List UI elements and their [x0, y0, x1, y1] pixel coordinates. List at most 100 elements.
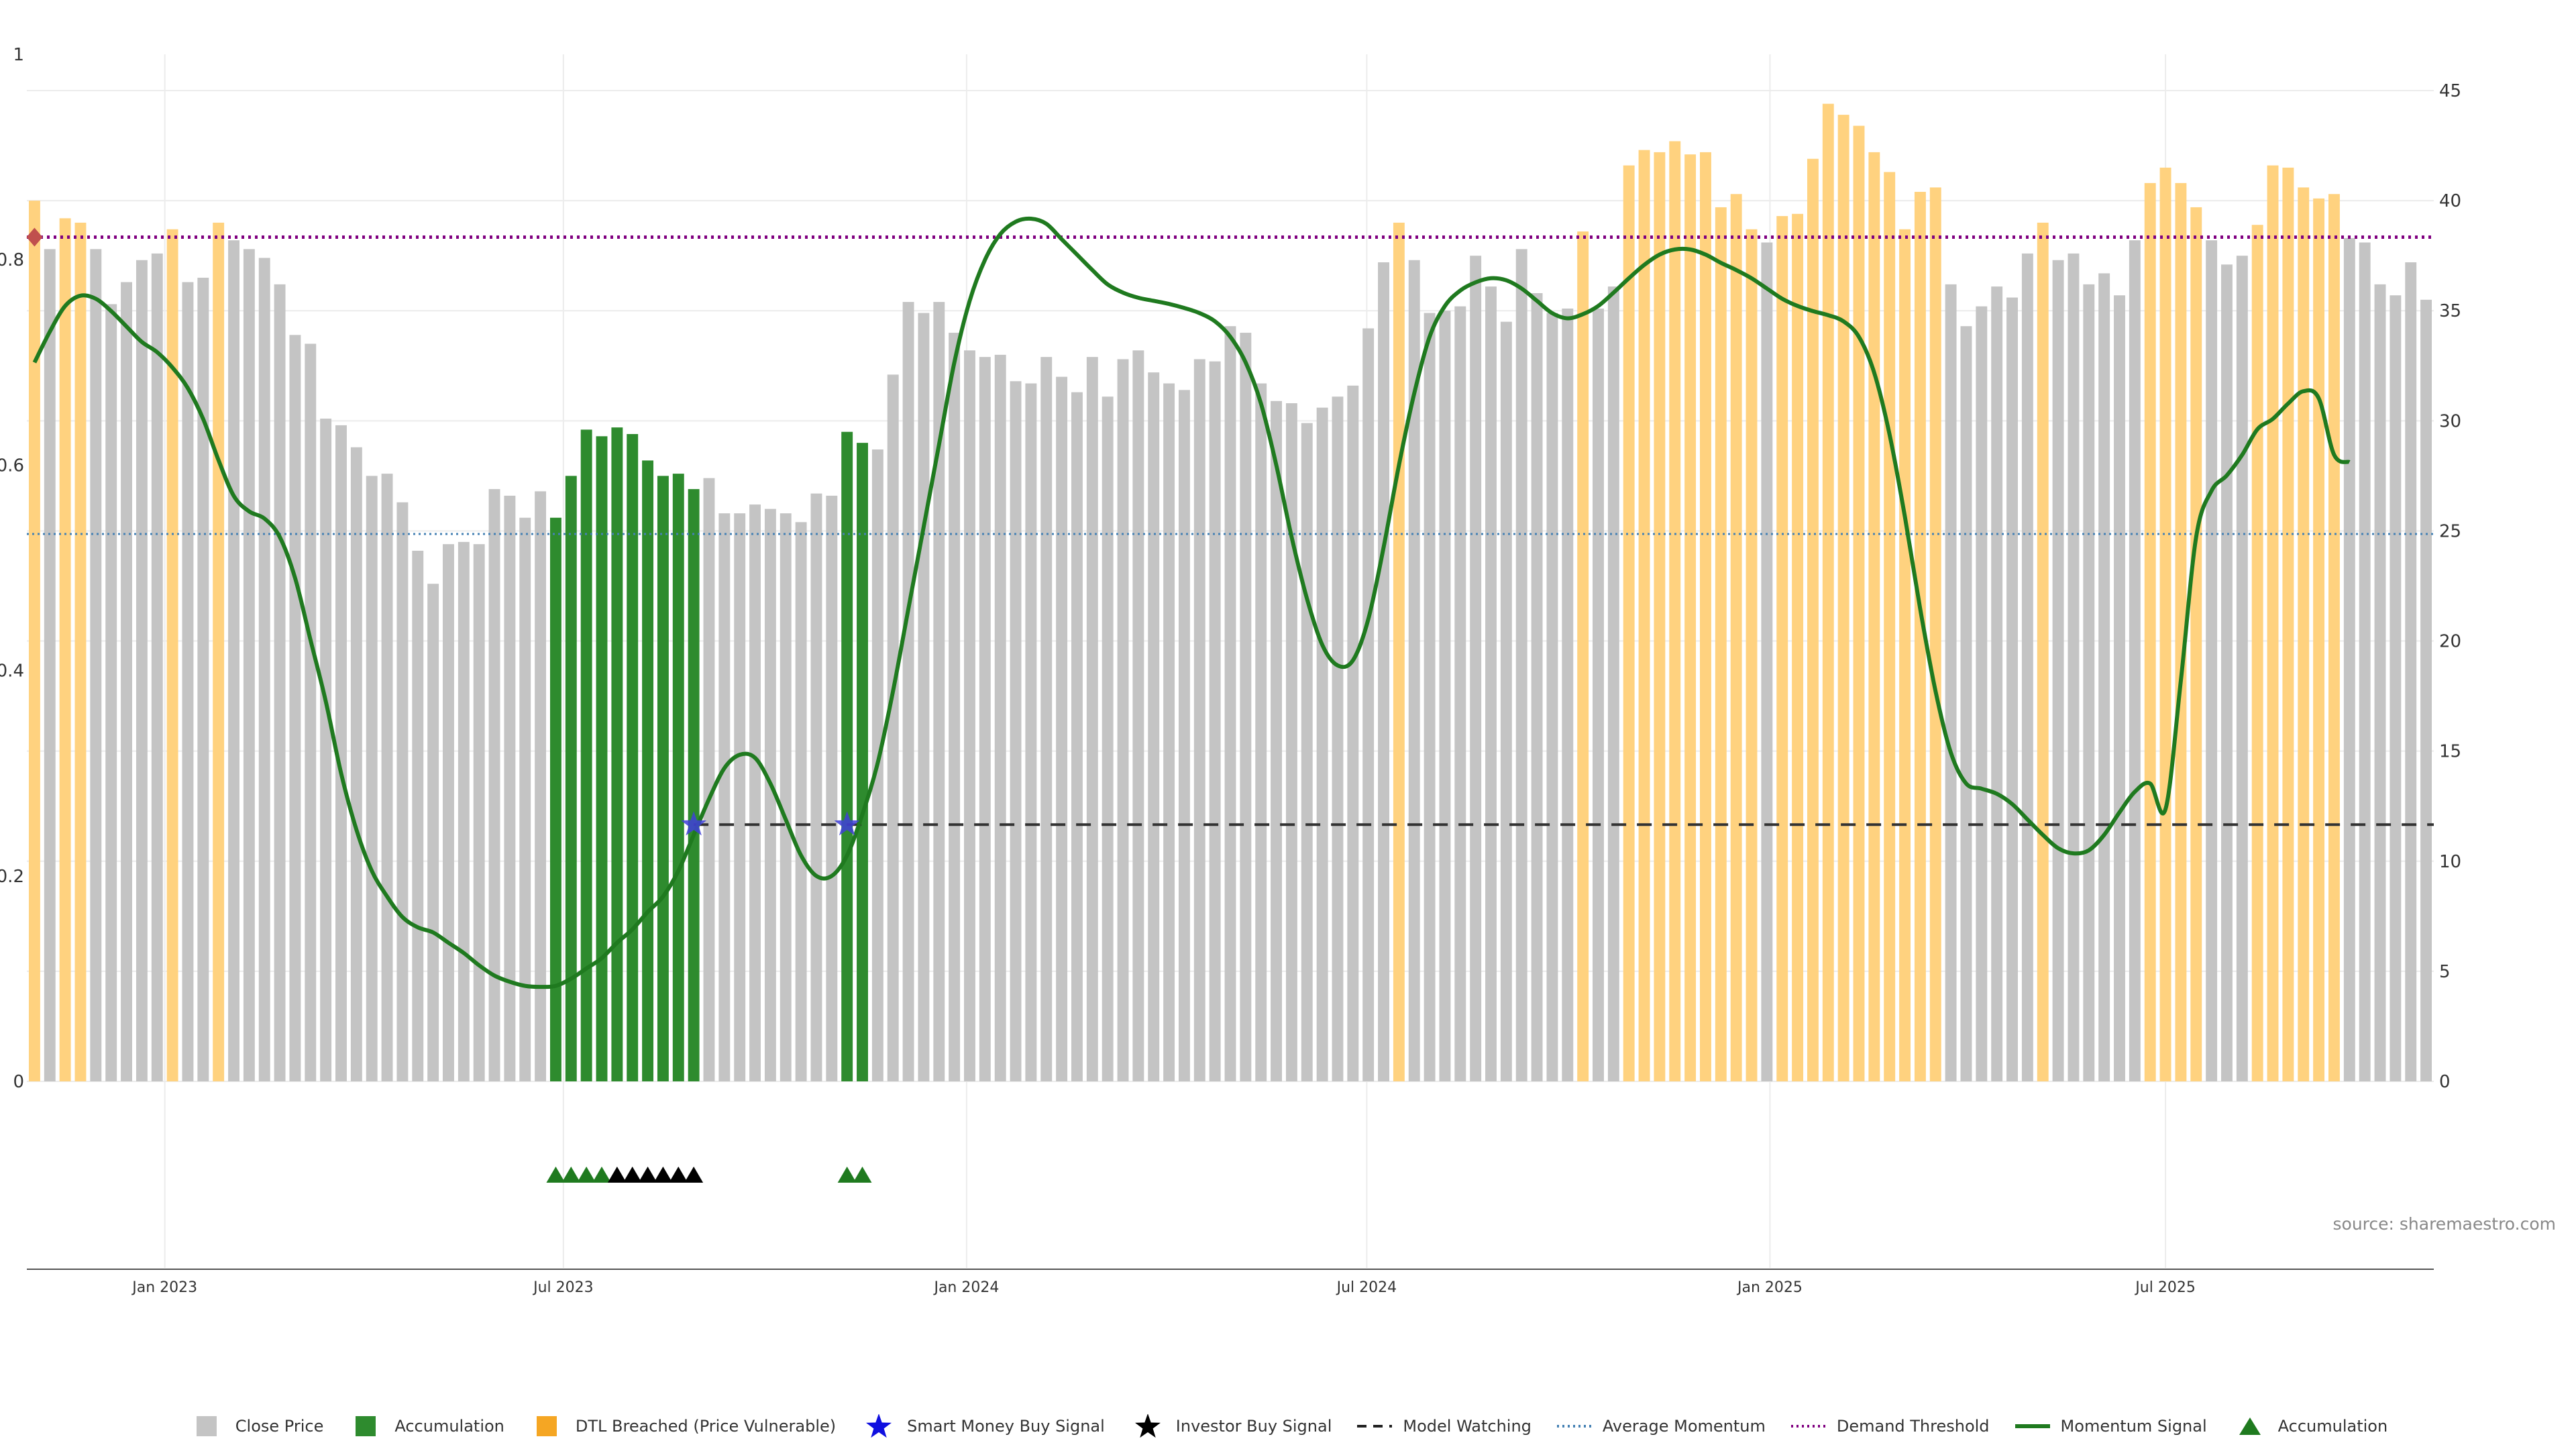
- right-tick-label: 30: [2439, 411, 2461, 431]
- bar-neutral: [274, 284, 286, 1081]
- x-tick-label: Jan 2023: [131, 1279, 197, 1296]
- legend-item: Average Momentum: [1556, 1414, 1766, 1438]
- legend-symbol: [2015, 1424, 2050, 1428]
- bar-neutral: [1117, 359, 1129, 1081]
- bar-dtl: [2037, 222, 2049, 1081]
- bar-neutral: [2098, 273, 2110, 1081]
- legend-item: Smart Money Buy Signal: [860, 1414, 1105, 1438]
- legend-symbol: [866, 1414, 892, 1438]
- accumulation-marker: [592, 1167, 612, 1183]
- bar-dtl: [1792, 213, 1804, 1081]
- bar-neutral: [305, 343, 317, 1081]
- bar-neutral: [1025, 383, 1037, 1081]
- legend-item: Accumulation: [2231, 1414, 2387, 1438]
- bar-accumulation: [611, 427, 623, 1081]
- investor-buy-marker: [638, 1167, 657, 1183]
- bar-dtl: [1393, 222, 1405, 1081]
- bar-neutral: [1500, 321, 1512, 1082]
- bar-accumulation: [657, 476, 669, 1081]
- bar-dtl: [1638, 150, 1650, 1081]
- bar-dtl: [1715, 207, 1727, 1081]
- bar-dtl: [1654, 152, 1666, 1081]
- legend-symbol: [536, 1416, 557, 1436]
- bar-neutral: [228, 240, 239, 1081]
- bar-neutral: [1378, 262, 1389, 1082]
- bar-dtl: [1746, 229, 1758, 1081]
- bar-neutral: [826, 495, 838, 1081]
- right-tick-label: 20: [2439, 632, 2461, 652]
- bar-dtl: [1914, 191, 1926, 1082]
- bar-neutral: [473, 544, 485, 1081]
- bar-neutral: [335, 425, 347, 1081]
- bar-neutral: [1010, 381, 1022, 1081]
- legend-label: Accumulation: [394, 1417, 504, 1436]
- bar-dtl: [59, 218, 71, 1081]
- bar-neutral: [1593, 308, 1604, 1082]
- bar-neutral: [1102, 396, 1114, 1081]
- bar-dtl: [2144, 182, 2156, 1082]
- accumulation-marker: [561, 1167, 581, 1183]
- bar-neutral: [1408, 260, 1420, 1082]
- bar-neutral: [2374, 284, 2386, 1081]
- bar-neutral: [979, 357, 991, 1081]
- bar-neutral: [2236, 256, 2248, 1082]
- bar-neutral: [2390, 295, 2402, 1081]
- bar-dtl: [2175, 182, 2187, 1082]
- bar-neutral: [443, 544, 454, 1081]
- bar-neutral: [519, 517, 531, 1081]
- bar-neutral: [1761, 242, 1773, 1081]
- bar-dtl: [74, 222, 87, 1081]
- x-tick-label: Jan 2024: [932, 1279, 999, 1296]
- bar-neutral: [2083, 284, 2095, 1081]
- bar-dtl: [1884, 172, 1896, 1081]
- right-tick-label: 10: [2439, 852, 2461, 872]
- bar-neutral: [1485, 286, 1497, 1081]
- bar-dtl: [1623, 165, 1635, 1081]
- bar-neutral: [1209, 361, 1221, 1081]
- bar-neutral: [2420, 299, 2432, 1082]
- bar-neutral: [2114, 295, 2125, 1081]
- bar-neutral: [350, 447, 362, 1081]
- bar-neutral: [2359, 242, 2371, 1081]
- investor-buy-marker: [684, 1167, 704, 1183]
- right-tick-label: 45: [2439, 81, 2461, 101]
- accumulation-marker: [546, 1167, 566, 1183]
- legend-label: Close Price: [235, 1417, 324, 1436]
- bar-neutral: [1301, 423, 1313, 1081]
- right-tick-label: 15: [2439, 742, 2461, 762]
- signal-markers: [26, 227, 872, 1183]
- legend: Close Price Accumulation DTL Breached (Pri…: [0, 1414, 2576, 1438]
- bar-neutral: [1454, 306, 1466, 1082]
- legend-item: Model Watching: [1356, 1414, 1532, 1438]
- bar-neutral: [2006, 297, 2018, 1081]
- bar-neutral: [427, 584, 439, 1081]
- smart-money-buy-signal: [681, 811, 707, 836]
- bar-neutral: [1607, 286, 1619, 1081]
- bar-neutral: [1991, 286, 2003, 1081]
- bar-dtl: [1700, 152, 1711, 1081]
- signal-lines: [27, 216, 2434, 989]
- legend-star: [866, 1414, 892, 1438]
- bar-neutral: [458, 541, 470, 1081]
- bar-neutral: [964, 350, 975, 1081]
- legend-item: Investor Buy Signal: [1129, 1414, 1332, 1438]
- right-tick-label: 0: [2439, 1072, 2451, 1092]
- bar-neutral: [136, 260, 148, 1082]
- bar-dtl: [1807, 158, 1819, 1081]
- bar-neutral: [1132, 350, 1144, 1081]
- bar-neutral: [289, 335, 301, 1081]
- legend-symbol: [356, 1416, 376, 1436]
- bar-neutral: [151, 253, 163, 1082]
- legend-square: [536, 1416, 557, 1436]
- investor-buy-marker: [669, 1167, 688, 1183]
- legend-label: Demand Threshold: [1836, 1417, 1990, 1436]
- bar-neutral: [764, 508, 776, 1081]
- bar-dtl: [1929, 187, 1941, 1082]
- bar-neutral: [902, 302, 914, 1082]
- bar-neutral: [90, 249, 102, 1081]
- bar-neutral: [918, 313, 930, 1082]
- bar-dtl: [1669, 141, 1681, 1082]
- bar-dtl: [2190, 207, 2202, 1081]
- bar-dtl: [1776, 216, 1788, 1081]
